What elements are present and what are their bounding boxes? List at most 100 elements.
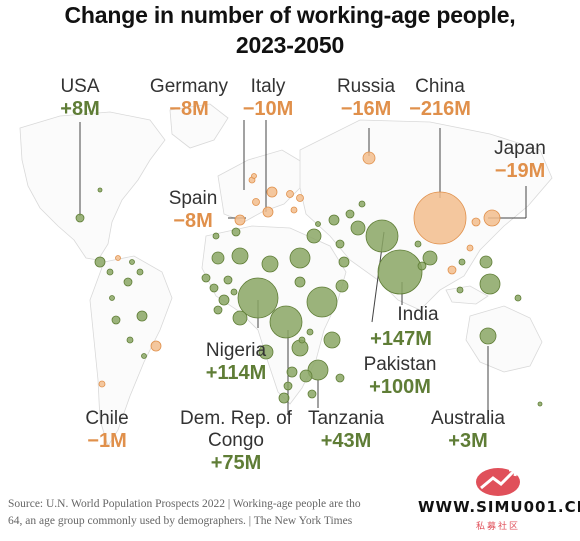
title-line-1: Change in number of working-age people, — [64, 2, 516, 28]
russia-bubble — [362, 151, 376, 165]
somalia-bubble — [335, 279, 349, 293]
australia-outline — [465, 305, 543, 373]
haiti-bubble — [129, 259, 135, 265]
malawi-bubble — [307, 389, 317, 399]
label-australia: Australia +3M — [420, 408, 516, 452]
uzbekistan-bubble — [358, 200, 366, 208]
venezuela-bubble — [136, 268, 144, 276]
zimbabwe-bubble — [283, 381, 293, 391]
watermark: WWW.SIMU001.CN 私募社区 — [418, 462, 580, 538]
label-italy: Italy −10M — [238, 76, 298, 120]
cuba-bubble — [115, 255, 121, 261]
brazil-decrease-bubble — [251, 173, 257, 179]
label-usa-value: +8M — [60, 98, 100, 120]
label-chile-name: Chile — [85, 408, 129, 429]
guatemala-bubble — [106, 268, 114, 276]
label-pakistan-value: +100M — [369, 376, 431, 398]
brazil-bubble — [136, 310, 148, 322]
japan-bubble — [483, 209, 501, 227]
philippines-bubble — [479, 255, 493, 269]
rwanda-bubble — [306, 328, 314, 336]
europe-outline — [217, 149, 303, 223]
label-germany-name: Germany — [149, 76, 229, 97]
label-china-value: −216M — [409, 98, 471, 120]
source-line-2: 64, an age group commonly used by demogr… — [8, 515, 353, 527]
israel-bubble — [315, 221, 321, 227]
label-usa-name: USA — [60, 76, 100, 97]
ecuador-bubble — [109, 295, 115, 301]
watermark-text: WWW.SIMU001.CN — [418, 498, 580, 516]
label-japan-value: −19M — [494, 160, 546, 182]
south-africa-bubble — [278, 392, 290, 404]
ivory-coast-bubble — [213, 305, 223, 315]
watermark-logo-icon — [476, 467, 520, 496]
indonesia-bubble — [479, 273, 501, 295]
label-chile-value: −1M — [87, 430, 127, 452]
spain-bubble — [234, 214, 246, 226]
watermark-subtext: 私募社区 — [475, 522, 520, 532]
south-america-outline — [89, 255, 173, 447]
label-italy-name: Italy — [250, 76, 286, 97]
iraq-bubble — [328, 214, 340, 226]
saudi-bubble — [335, 239, 345, 249]
title-line-2: 2023-2050 — [235, 32, 345, 58]
nz-bubble — [537, 401, 543, 407]
france-bubble — [252, 198, 260, 206]
bolivia-bubble — [126, 336, 134, 344]
egypt-bubble — [306, 228, 322, 244]
poland-bubble — [286, 190, 294, 198]
label-australia-value: +3M — [448, 430, 488, 452]
afghanistan-bubble — [350, 220, 366, 236]
label-russia-name: Russia — [336, 76, 396, 97]
label-drc-name-2: Congo — [208, 430, 264, 451]
china-bubble — [413, 191, 467, 245]
label-chile: Chile −1M — [70, 408, 144, 452]
chile-bubble — [98, 380, 106, 388]
south-sudan-bubble — [294, 276, 306, 288]
germany-bubble — [266, 186, 278, 198]
yemen-bubble — [338, 256, 350, 268]
label-russia: Russia −16M — [326, 76, 406, 120]
senegal-bubble — [201, 273, 211, 283]
italy-bubble — [262, 206, 274, 218]
drc-bubble — [269, 305, 303, 339]
label-germany: Germany −8M — [140, 76, 238, 120]
label-india-name: India — [397, 304, 439, 325]
decrease-bubbles — [98, 151, 501, 388]
label-india: India — [390, 304, 446, 326]
bangladesh-bubble — [422, 250, 438, 266]
iran-bubble — [345, 209, 355, 219]
label-tanzania-value: +43M — [320, 430, 372, 452]
label-pakistan: Pakistan +100M — [350, 354, 450, 398]
label-usa: USA +8M — [42, 76, 118, 120]
north-america-outline — [19, 111, 166, 261]
romania-bubble — [290, 206, 298, 214]
mexico-bubble — [94, 256, 106, 268]
label-nigeria: Nigeria +114M — [186, 340, 286, 384]
colombia-bubble — [123, 277, 133, 287]
canada-bubble — [97, 187, 103, 193]
label-china: China −216M — [400, 76, 480, 120]
label-drc-value: +75M — [210, 452, 262, 474]
benin-bubble — [230, 288, 238, 296]
burkina-bubble — [223, 275, 233, 285]
label-australia-name: Australia — [431, 408, 505, 429]
nigeria-bubble — [237, 277, 279, 319]
label-nigeria-name: Nigeria — [205, 340, 267, 361]
korea-bubble — [471, 217, 481, 227]
mali-bubble — [211, 251, 225, 265]
pakistan-bubble — [365, 219, 399, 253]
algeria-bubble — [231, 227, 241, 237]
vietnam-bubble — [458, 258, 466, 266]
label-tanzania: Tanzania +43M — [300, 408, 392, 452]
thailand-bubble — [447, 265, 457, 275]
cameroon-bubble — [232, 310, 248, 326]
label-japan-name: Japan — [494, 138, 546, 159]
guinea-bubble — [209, 283, 219, 293]
label-spain-value: −8M — [173, 210, 213, 232]
source-note: Source: U.N. World Population Prospects … — [8, 496, 418, 530]
australia-bubble — [479, 327, 497, 345]
map-title: Change in number of working-age people, … — [0, 0, 580, 60]
nepal-bubble — [414, 240, 422, 248]
